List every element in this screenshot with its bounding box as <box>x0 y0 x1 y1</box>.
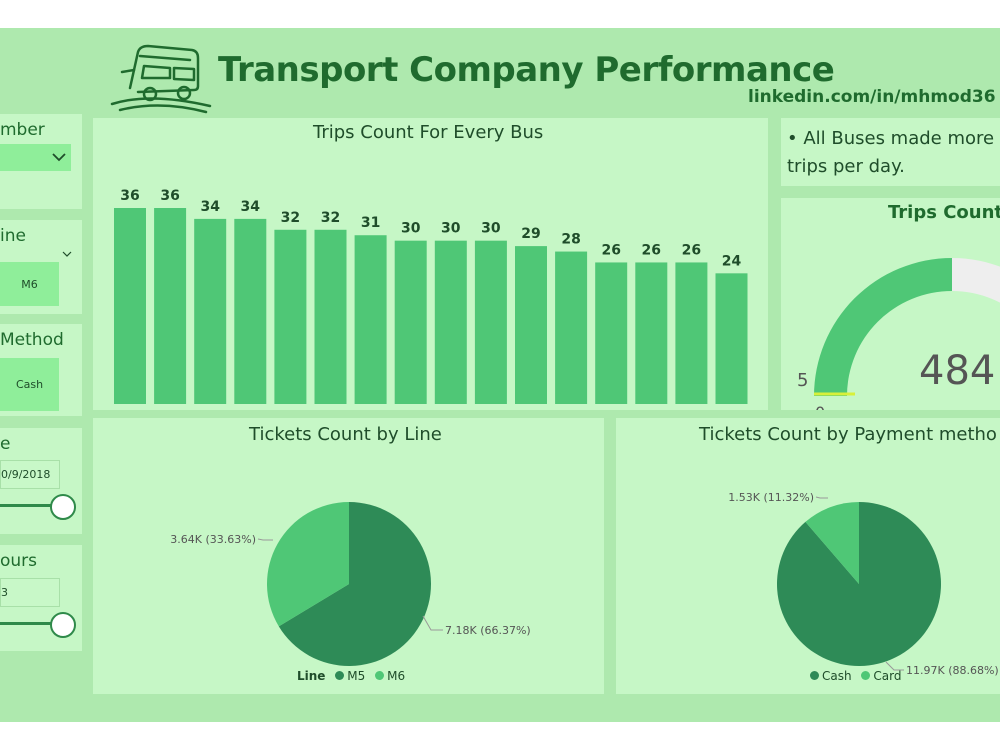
legend-dot-m5 <box>335 671 345 680</box>
pie-payment-legend: Cash Card <box>810 669 902 683</box>
hours-input[interactable]: 3 <box>0 578 60 607</box>
legend-label-card[interactable]: Card <box>873 669 902 683</box>
note-line-1: • All Buses made more t <box>787 128 1000 149</box>
bar-504 <box>194 218 227 404</box>
pie-slice-m5 <box>278 502 431 666</box>
date-input[interactable]: 0/9/2018 <box>0 460 60 489</box>
bus-logo-icon <box>110 44 212 114</box>
bar-508 <box>555 251 588 404</box>
bar-chart-title: Trips Count For Every Bus <box>313 122 544 143</box>
chevron-down-icon[interactable] <box>62 250 72 258</box>
bar-502 <box>595 262 628 404</box>
linkedin-link[interactable]: linkedin.com/in/mhmod36 <box>748 87 996 107</box>
pie-payment-panel: Tickets Count by Payment metho 11.97K (8… <box>616 418 1000 694</box>
slicer-line: ine M6 <box>0 220 82 314</box>
chevron-down-icon <box>52 153 66 162</box>
slicer-hours-title: ours <box>0 551 38 571</box>
note-panel: • All Buses made more t trips per day. <box>781 118 1000 186</box>
gauge-target-label: 5 <box>797 370 808 391</box>
bar-515 <box>314 229 347 404</box>
leader-line <box>815 496 828 499</box>
bar-value-label: 28 <box>561 232 580 248</box>
gauge-filled-arc <box>814 258 952 396</box>
bar-512 <box>715 273 748 404</box>
slicer-bus-number-title: mber <box>0 120 45 140</box>
pie-line-data-label-m6: 3.64K (33.63%) <box>170 533 256 546</box>
pie-line-data-label-m5: 7.18K (66.37%) <box>445 624 531 637</box>
legend-dot-card <box>861 671 871 680</box>
gauge-title: Trips Count <box>888 202 1000 223</box>
slicer-date: e 0/9/2018 <box>0 428 82 534</box>
legend-label-m6[interactable]: M6 <box>387 669 406 683</box>
pie-line-title: Tickets Count by Line <box>249 424 442 445</box>
bar-value-label: 26 <box>601 242 620 258</box>
line-tile-m6[interactable]: M6 <box>0 262 59 306</box>
bar-value-label: 29 <box>521 226 540 242</box>
bar-value-label: 36 <box>120 188 139 204</box>
leader-line <box>422 615 443 631</box>
bar-value-label: 32 <box>321 210 340 226</box>
bar-value-label: 32 <box>281 210 300 226</box>
slicer-payment-method: Method Cash <box>0 324 82 416</box>
bar-514 <box>274 229 307 404</box>
bar-chart-panel: Trips Count For Every Bus 36501365033450… <box>93 118 768 410</box>
pie-payment-chart: 11.97K (88.68%) 1.53K (11.32%) <box>728 491 999 677</box>
bar-chart: 3650136503345043451632514325153150930506… <box>114 188 748 404</box>
pie-slice-m6 <box>267 502 349 627</box>
trips-count-value: 484 <box>919 348 996 394</box>
dashboard-title: Transport Company Performance <box>218 50 835 90</box>
pie-line-legend: Line M5 M6 <box>297 669 405 683</box>
gauge-min-label: 0 <box>815 403 825 410</box>
bar-value-label: 31 <box>361 215 380 231</box>
legend-title: Line <box>297 669 326 683</box>
bar-value-label: 30 <box>441 221 461 237</box>
leader-line <box>257 538 273 541</box>
payment-tile-cash[interactable]: Cash <box>0 358 59 411</box>
pie-slice-card <box>805 502 859 584</box>
bar-516 <box>234 218 267 404</box>
pie-payment-title: Tickets Count by Payment metho <box>699 424 997 445</box>
slicer-bus-number: mber <box>0 114 82 209</box>
bar-503 <box>154 208 187 404</box>
bar-507 <box>434 240 467 404</box>
legend-dot-cash <box>810 671 819 680</box>
date-slider-track[interactable] <box>0 504 52 507</box>
bus-number-dropdown[interactable] <box>0 144 71 171</box>
hours-slider-track[interactable] <box>0 622 52 625</box>
dashboard-canvas: Transport Company Performance linkedin.c… <box>0 28 1000 722</box>
bar-value-label: 26 <box>682 242 701 258</box>
bar-value-label: 30 <box>401 221 421 237</box>
pie-pay-data-label-card: 1.53K (11.32%) <box>728 491 814 504</box>
gauge-remaining-arc <box>952 258 1000 303</box>
legend-label-m5[interactable]: M5 <box>347 669 366 683</box>
bar-513 <box>515 246 547 404</box>
leader-line <box>885 661 904 671</box>
bar-value-label: 36 <box>160 188 179 204</box>
bar-value-label: 34 <box>241 199 261 215</box>
bar-506 <box>394 240 427 404</box>
bar-509 <box>354 235 387 404</box>
bar-501 <box>114 208 146 404</box>
date-slider-handle[interactable] <box>50 494 76 520</box>
hours-slider-handle[interactable] <box>50 612 76 638</box>
slicer-line-title: ine <box>0 226 26 246</box>
note-line-2: trips per day. <box>787 156 905 177</box>
bar-value-label: 24 <box>722 253 742 269</box>
bar-505 <box>635 262 668 404</box>
bar-511 <box>675 262 708 404</box>
bar-value-label: 34 <box>200 199 220 215</box>
pie-line-chart: 7.18K (66.37%) 3.64K (33.63%) <box>170 502 531 666</box>
slicer-date-title: e <box>0 434 11 454</box>
bar-value-label: 30 <box>481 221 501 237</box>
pie-pay-data-label-cash: 11.97K (88.68%) <box>906 664 999 677</box>
slicer-hours: ours 3 <box>0 545 82 651</box>
legend-dot-m6 <box>375 671 385 680</box>
gauge-panel: Trips Count 5 0 484 <box>781 198 1000 410</box>
bar-510 <box>474 240 507 404</box>
legend-label-cash[interactable]: Cash <box>822 669 852 683</box>
slicer-payment-title: Method <box>0 330 64 350</box>
bar-value-label: 26 <box>642 242 661 258</box>
pie-line-panel: Tickets Count by Line 7.18K (66.37%) 3.64… <box>93 418 604 694</box>
trips-gauge: 5 0 <box>797 258 1000 410</box>
